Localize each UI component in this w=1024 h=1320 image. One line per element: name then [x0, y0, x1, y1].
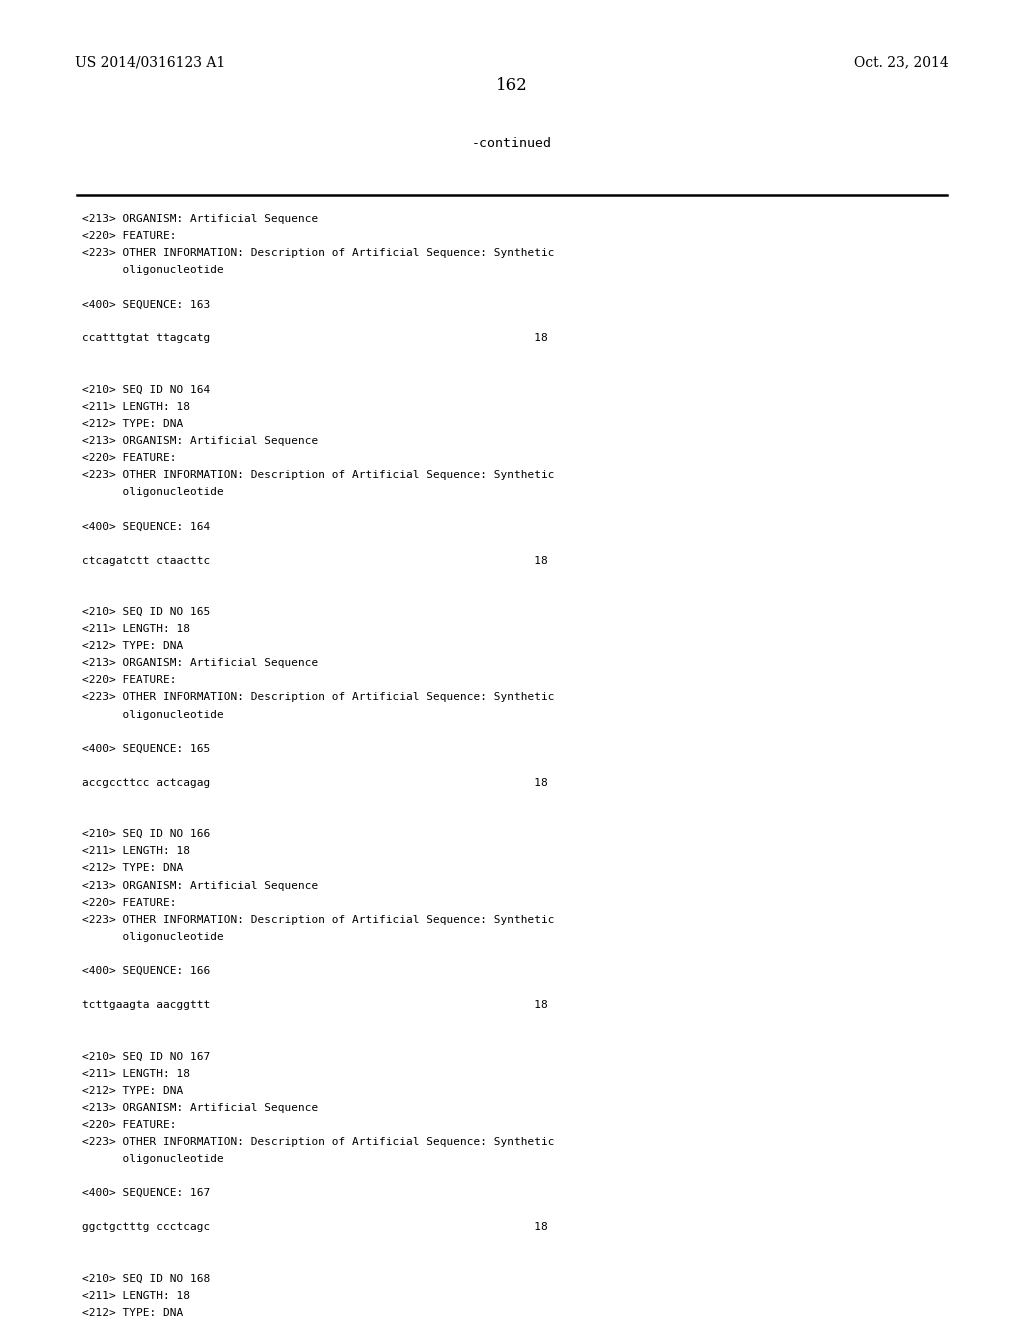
- Text: oligonucleotide: oligonucleotide: [82, 487, 223, 498]
- Text: <220> FEATURE:: <220> FEATURE:: [82, 453, 176, 463]
- Text: <211> LENGTH: 18: <211> LENGTH: 18: [82, 846, 189, 857]
- Text: oligonucleotide: oligonucleotide: [82, 932, 223, 941]
- Text: <400> SEQUENCE: 164: <400> SEQUENCE: 164: [82, 521, 210, 532]
- Text: <210> SEQ ID NO 165: <210> SEQ ID NO 165: [82, 607, 210, 616]
- Text: <211> LENGTH: 18: <211> LENGTH: 18: [82, 1069, 189, 1078]
- Text: <212> TYPE: DNA: <212> TYPE: DNA: [82, 863, 183, 874]
- Text: <213> ORGANISM: Artificial Sequence: <213> ORGANISM: Artificial Sequence: [82, 1102, 318, 1113]
- Text: <400> SEQUENCE: 167: <400> SEQUENCE: 167: [82, 1188, 210, 1199]
- Text: <220> FEATURE:: <220> FEATURE:: [82, 676, 176, 685]
- Text: <210> SEQ ID NO 167: <210> SEQ ID NO 167: [82, 1052, 210, 1061]
- Text: tcttgaagta aacggttt                                                18: tcttgaagta aacggttt 18: [82, 1001, 548, 1010]
- Text: <210> SEQ ID NO 164: <210> SEQ ID NO 164: [82, 385, 210, 395]
- Text: <212> TYPE: DNA: <212> TYPE: DNA: [82, 418, 183, 429]
- Text: <220> FEATURE:: <220> FEATURE:: [82, 1119, 176, 1130]
- Text: <213> ORGANISM: Artificial Sequence: <213> ORGANISM: Artificial Sequence: [82, 659, 318, 668]
- Text: oligonucleotide: oligonucleotide: [82, 710, 223, 719]
- Text: <213> ORGANISM: Artificial Sequence: <213> ORGANISM: Artificial Sequence: [82, 436, 318, 446]
- Text: <213> ORGANISM: Artificial Sequence: <213> ORGANISM: Artificial Sequence: [82, 214, 318, 224]
- Text: <212> TYPE: DNA: <212> TYPE: DNA: [82, 1085, 183, 1096]
- Text: <400> SEQUENCE: 165: <400> SEQUENCE: 165: [82, 743, 210, 754]
- Text: ggctgctttg ccctcagc                                                18: ggctgctttg ccctcagc 18: [82, 1222, 548, 1233]
- Text: ctcagatctt ctaacttc                                                18: ctcagatctt ctaacttc 18: [82, 556, 548, 566]
- Text: <210> SEQ ID NO 168: <210> SEQ ID NO 168: [82, 1274, 210, 1283]
- Text: <211> LENGTH: 18: <211> LENGTH: 18: [82, 624, 189, 634]
- Text: <223> OTHER INFORMATION: Description of Artificial Sequence: Synthetic: <223> OTHER INFORMATION: Description of …: [82, 1137, 554, 1147]
- Text: <212> TYPE: DNA: <212> TYPE: DNA: [82, 1308, 183, 1317]
- Text: <211> LENGTH: 18: <211> LENGTH: 18: [82, 1291, 189, 1300]
- Text: ccatttgtat ttagcatg                                                18: ccatttgtat ttagcatg 18: [82, 334, 548, 343]
- Text: Oct. 23, 2014: Oct. 23, 2014: [854, 55, 949, 70]
- Text: <223> OTHER INFORMATION: Description of Artificial Sequence: Synthetic: <223> OTHER INFORMATION: Description of …: [82, 693, 554, 702]
- Text: -continued: -continued: [472, 137, 552, 150]
- Text: <400> SEQUENCE: 163: <400> SEQUENCE: 163: [82, 300, 210, 309]
- Text: 162: 162: [496, 77, 528, 94]
- Text: <210> SEQ ID NO 166: <210> SEQ ID NO 166: [82, 829, 210, 840]
- Text: <220> FEATURE:: <220> FEATURE:: [82, 898, 176, 908]
- Text: <223> OTHER INFORMATION: Description of Artificial Sequence: Synthetic: <223> OTHER INFORMATION: Description of …: [82, 915, 554, 925]
- Text: US 2014/0316123 A1: US 2014/0316123 A1: [75, 55, 225, 70]
- Text: <212> TYPE: DNA: <212> TYPE: DNA: [82, 642, 183, 651]
- Text: oligonucleotide: oligonucleotide: [82, 1154, 223, 1164]
- Text: <211> LENGTH: 18: <211> LENGTH: 18: [82, 401, 189, 412]
- Text: <213> ORGANISM: Artificial Sequence: <213> ORGANISM: Artificial Sequence: [82, 880, 318, 891]
- Text: <223> OTHER INFORMATION: Description of Artificial Sequence: Synthetic: <223> OTHER INFORMATION: Description of …: [82, 470, 554, 480]
- Text: <400> SEQUENCE: 166: <400> SEQUENCE: 166: [82, 966, 210, 975]
- Text: accgccttcc actcagag                                                18: accgccttcc actcagag 18: [82, 777, 548, 788]
- Text: <223> OTHER INFORMATION: Description of Artificial Sequence: Synthetic: <223> OTHER INFORMATION: Description of …: [82, 248, 554, 257]
- Text: oligonucleotide: oligonucleotide: [82, 265, 223, 275]
- Text: <220> FEATURE:: <220> FEATURE:: [82, 231, 176, 242]
